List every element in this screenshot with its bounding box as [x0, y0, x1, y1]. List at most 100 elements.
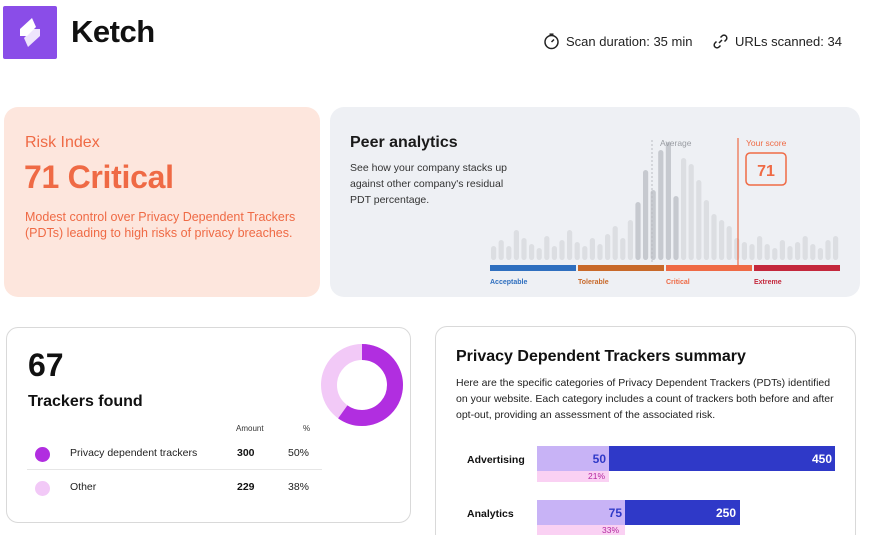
distribution-bar: [749, 244, 755, 260]
peer-analytics-card: Peer analytics See how your company stac…: [330, 107, 860, 297]
distribution-bar: [726, 226, 732, 260]
distribution-bar: [802, 236, 808, 260]
distribution-bar: [665, 142, 671, 260]
value-after: 450: [811, 452, 832, 466]
column-header-amount: Amount: [236, 424, 264, 433]
distribution-bar: [589, 238, 595, 260]
your-score-label: Your score: [746, 138, 787, 148]
scan-duration: Scan duration: 35 min: [543, 33, 692, 50]
urls-scanned: URLs scanned: 34: [712, 33, 842, 50]
distribution-bar: [491, 246, 497, 260]
donut-segment-pdt: [321, 344, 403, 426]
distribution-bar: [658, 150, 664, 260]
distribution-bar: [711, 214, 717, 260]
trackers-count: 67: [28, 347, 64, 383]
trackers-found-label: Trackers found: [28, 393, 143, 410]
distribution-bar: [703, 200, 709, 260]
scale-segment-acceptable: [490, 265, 576, 271]
distribution-bar: [734, 238, 740, 260]
distribution-bar: [757, 236, 763, 260]
distribution-bar: [719, 220, 725, 260]
risk-index-value: 71 Critical: [24, 159, 174, 195]
risk-index-card: Risk Index 71 Critical Modest control ov…: [4, 107, 320, 297]
brand-name: Ketch: [71, 14, 155, 49]
peer-analytics-description: See how your company stacks up against o…: [350, 162, 507, 206]
pdt-summary-title: Privacy Dependent Trackers summary: [456, 348, 746, 365]
distribution-bar: [787, 246, 793, 260]
distribution-bar: [559, 240, 565, 260]
row-amount: 229: [237, 481, 255, 493]
risk-index-description: Modest control over Privacy Dependent Tr…: [25, 210, 296, 240]
distribution-bar: [635, 202, 641, 260]
table-row: Other 229 38%: [27, 472, 322, 504]
risk-index-title: Risk Index: [25, 134, 100, 151]
distribution-bar: [536, 248, 542, 260]
row-amount: 300: [237, 447, 255, 459]
distribution-bar: [597, 244, 603, 260]
percent-strip: [537, 471, 609, 482]
value-before: 75: [608, 506, 622, 520]
bar-after-opt-out: [625, 500, 740, 525]
bar-after-opt-out: [609, 446, 835, 471]
distribution-bar: [544, 236, 550, 260]
distribution-bar: [506, 246, 512, 260]
distribution-bar: [825, 240, 831, 260]
scale-label-acceptable: Acceptable: [490, 279, 527, 286]
scale-label-tolerable: Tolerable: [578, 279, 609, 286]
column-header-percent: %: [303, 424, 311, 433]
category-label: Advertising: [467, 454, 525, 466]
row-percent: 50%: [288, 447, 310, 459]
urls-scanned-text: URLs scanned: 34: [735, 34, 842, 49]
distribution-bar: [810, 244, 816, 260]
peer-analytics-title: Peer analytics: [350, 134, 458, 151]
distribution-bar: [643, 170, 649, 260]
percent-strip: [537, 525, 625, 535]
distribution-bar: [605, 234, 611, 260]
distribution-bar: [688, 164, 694, 260]
scale-label-critical: Critical: [666, 279, 690, 286]
pdt-summary-card: Privacy Dependent Trackers summary Here …: [435, 326, 856, 535]
risk-scale: Acceptable Tolerable Critical Extreme: [490, 265, 840, 286]
value-after: 250: [715, 506, 736, 520]
bar-before-opt-out: [537, 446, 609, 471]
distribution-bar: [833, 236, 839, 260]
distribution-bar: [513, 230, 519, 260]
distribution-bar: [582, 246, 588, 260]
distribution-bar: [779, 240, 785, 260]
distribution-bar: [574, 242, 580, 260]
timer-icon: [544, 33, 559, 50]
distribution-bar: [696, 180, 702, 260]
trackers-donut-chart: [321, 344, 403, 426]
distribution-bar: [764, 244, 770, 260]
distribution-bar: [529, 244, 535, 260]
category-row-advertising: Advertising 50 450 21%: [436, 446, 857, 486]
legend-dot: [35, 447, 50, 462]
row-name: Privacy dependent trackers: [70, 447, 198, 459]
distribution-bar: [551, 246, 557, 260]
peer-distribution-bars: [491, 142, 839, 260]
distribution-bar: [772, 248, 778, 260]
pdt-summary-description: Here are the specific categories of Priv…: [456, 377, 834, 421]
distribution-bar: [673, 196, 679, 260]
value-before: 50: [592, 452, 606, 466]
category-percent: 21%: [588, 471, 606, 481]
link-icon: [713, 34, 728, 49]
ketch-logo-icon: [3, 6, 57, 59]
legend-dot: [35, 481, 50, 496]
scale-label-extreme: Extreme: [754, 279, 782, 286]
table-row: Privacy dependent trackers 300 50%: [27, 438, 322, 470]
distribution-bar: [741, 242, 747, 260]
category-label: Analytics: [467, 508, 514, 520]
category-row-analytics: Analytics 75 250 33%: [436, 500, 857, 535]
scale-segment-critical: [666, 265, 752, 271]
category-percent: 33%: [602, 525, 620, 535]
distribution-bar: [817, 248, 823, 260]
distribution-bar: [795, 242, 801, 260]
distribution-bar: [521, 238, 527, 260]
distribution-bar: [620, 238, 626, 260]
distribution-bar: [627, 220, 633, 260]
bar-before-opt-out: [537, 500, 625, 525]
row-percent: 38%: [288, 481, 310, 493]
distribution-bar: [681, 158, 687, 260]
your-score-box: [745, 152, 787, 186]
